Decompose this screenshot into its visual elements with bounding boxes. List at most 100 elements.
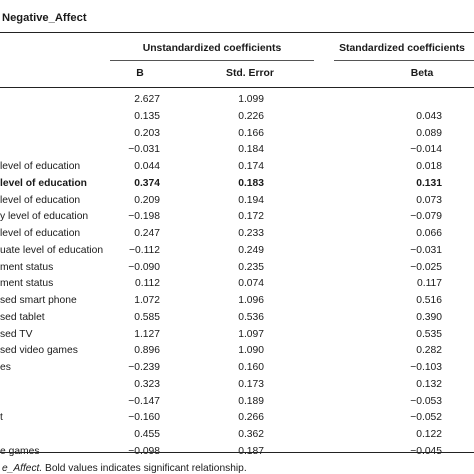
top-rule (0, 32, 474, 33)
row-label: t (0, 412, 3, 424)
cell-b: 0.044 (134, 161, 160, 172)
cell-std-error: 0.184 (238, 144, 264, 156)
cell-beta: 0.117 (416, 278, 442, 290)
cell-std-error: 0.187 (200, 445, 264, 458)
cell-std-error: 0.536 (238, 311, 264, 323)
table-row: sed smart phone 1.072 1.096 0.516 (0, 294, 474, 313)
table-title: Negative_Affect (2, 12, 87, 24)
cell-beta: 0.018 (416, 161, 442, 172)
cell-std-error: 0.183 (238, 177, 264, 189)
table-footnote: e_Affect. Bold values indicates signific… (2, 463, 247, 474)
cell-beta: 0.132 (416, 378, 442, 390)
row-label: y level of education (0, 211, 89, 223)
cell-std-error: 0.194 (238, 194, 264, 206)
cell-beta: 0.073 (416, 194, 442, 206)
cell-b: 0.455 (134, 429, 160, 440)
row-label: level of education (0, 228, 81, 239)
cell-beta: 0.089 (416, 127, 442, 139)
cell-std-error: 0.233 (238, 228, 264, 239)
cell-b: 0.203 (134, 127, 160, 139)
column-header-beta: Beta (410, 68, 434, 79)
table-row: −0.031 0.184 −0.014 (0, 143, 474, 162)
cell-b: −0.160 (128, 412, 160, 424)
footnote-text: Bold values indicates significant relati… (42, 463, 247, 474)
cell-b: 0.896 (134, 345, 160, 357)
row-label: es (0, 362, 11, 373)
cell-beta: −0.031 (410, 244, 442, 256)
table-row: 0.203 0.166 0.089 (0, 127, 474, 146)
cell-std-error: 0.172 (238, 211, 264, 223)
cell-std-error: 0.174 (238, 161, 264, 172)
table-row: 0.455 0.362 0.122 (0, 428, 474, 447)
cell-beta: −0.079 (410, 211, 442, 223)
table-row: sed tablet 0.585 0.536 0.390 (0, 311, 474, 330)
group-underline-unstandardized (110, 60, 314, 61)
cell-b: 0.585 (134, 311, 160, 323)
cell-b: 1.072 (134, 295, 160, 306)
table-row: level of education 0.044 0.174 0.018 (0, 160, 474, 179)
cell-b: −0.090 (128, 261, 160, 273)
cell-std-error: 0.189 (238, 395, 264, 407)
table-row: −0.147 0.189 −0.053 (0, 395, 474, 414)
cell-b: 0.323 (134, 378, 160, 390)
cell-beta: 0.066 (416, 228, 442, 239)
cell-std-error: 0.166 (238, 127, 264, 139)
cell-std-error: 1.099 (238, 94, 264, 105)
cell-b: −0.098 (100, 445, 160, 458)
cell-b: −0.031 (128, 144, 160, 156)
group-header-standardized: Standardized coefficients (339, 43, 465, 54)
row-label: level of education (0, 177, 87, 189)
cell-std-error: 0.266 (238, 412, 264, 424)
column-header-b: B (136, 68, 144, 79)
cell-b: −0.239 (128, 362, 160, 373)
table-row: sed video games 0.896 1.090 0.282 (0, 344, 474, 363)
row-label: uate level of education (0, 244, 104, 256)
row-label: sed TV (0, 328, 33, 340)
cell-beta: 0.122 (416, 429, 442, 440)
group-underline-standardized (334, 60, 474, 61)
cell-std-error: 0.226 (238, 110, 264, 122)
table-row: level of education 0.374 0.183 0.131 (0, 177, 474, 196)
cell-b: 2.627 (134, 94, 160, 105)
cell-beta: 0.043 (416, 110, 442, 122)
cell-beta: 0.535 (416, 328, 442, 340)
table-row: y level of education −0.198 0.172 −0.079 (0, 210, 474, 229)
cell-beta: 0.516 (416, 295, 442, 306)
row-label: sed video games (0, 345, 78, 357)
header-rule (0, 87, 474, 88)
cell-beta: −0.025 (410, 261, 442, 273)
table-row: 2.627 1.099 (0, 93, 474, 112)
cell-std-error: 0.074 (238, 278, 264, 290)
cell-b: −0.198 (128, 211, 160, 223)
cell-std-error: 1.096 (238, 295, 264, 306)
cell-b: 0.374 (134, 177, 160, 189)
table-row: uate level of education −0.112 0.249 −0.031 (0, 244, 474, 263)
row-label: e games (0, 445, 40, 458)
table-row: e games −0.098 0.187 −0.045 (0, 445, 474, 464)
cell-b: 0.247 (134, 228, 160, 239)
cell-std-error: 0.160 (238, 362, 264, 373)
column-header-std-error: Std. Error (226, 68, 274, 79)
table-row: ment status −0.090 0.235 −0.025 (0, 261, 474, 280)
footnote-italic: e_Affect. (2, 463, 43, 474)
cell-b: −0.112 (128, 244, 160, 256)
table-row: level of education 0.209 0.194 0.073 (0, 194, 474, 213)
cell-std-error: 0.362 (238, 429, 264, 440)
cell-std-error: 0.249 (238, 244, 264, 256)
cell-std-error: 1.090 (238, 345, 264, 357)
cell-b: 0.209 (134, 194, 160, 206)
cell-beta: −0.052 (410, 412, 442, 424)
cell-beta: −0.045 (390, 445, 442, 458)
row-label: ment status (0, 261, 54, 273)
table-row: t −0.160 0.266 −0.052 (0, 411, 474, 430)
row-label: ment status (0, 278, 54, 290)
cell-std-error: 1.097 (238, 328, 264, 340)
row-label: level of education (0, 161, 81, 172)
cell-b: 1.127 (134, 328, 160, 340)
table-row: es −0.239 0.160 −0.103 (0, 361, 474, 380)
table-row: ment status 0.112 0.074 0.117 (0, 277, 474, 296)
row-label: level of education (0, 194, 81, 206)
bottom-rule (0, 452, 474, 453)
cell-beta: −0.014 (410, 144, 442, 156)
table-row: 0.135 0.226 0.043 (0, 110, 474, 129)
